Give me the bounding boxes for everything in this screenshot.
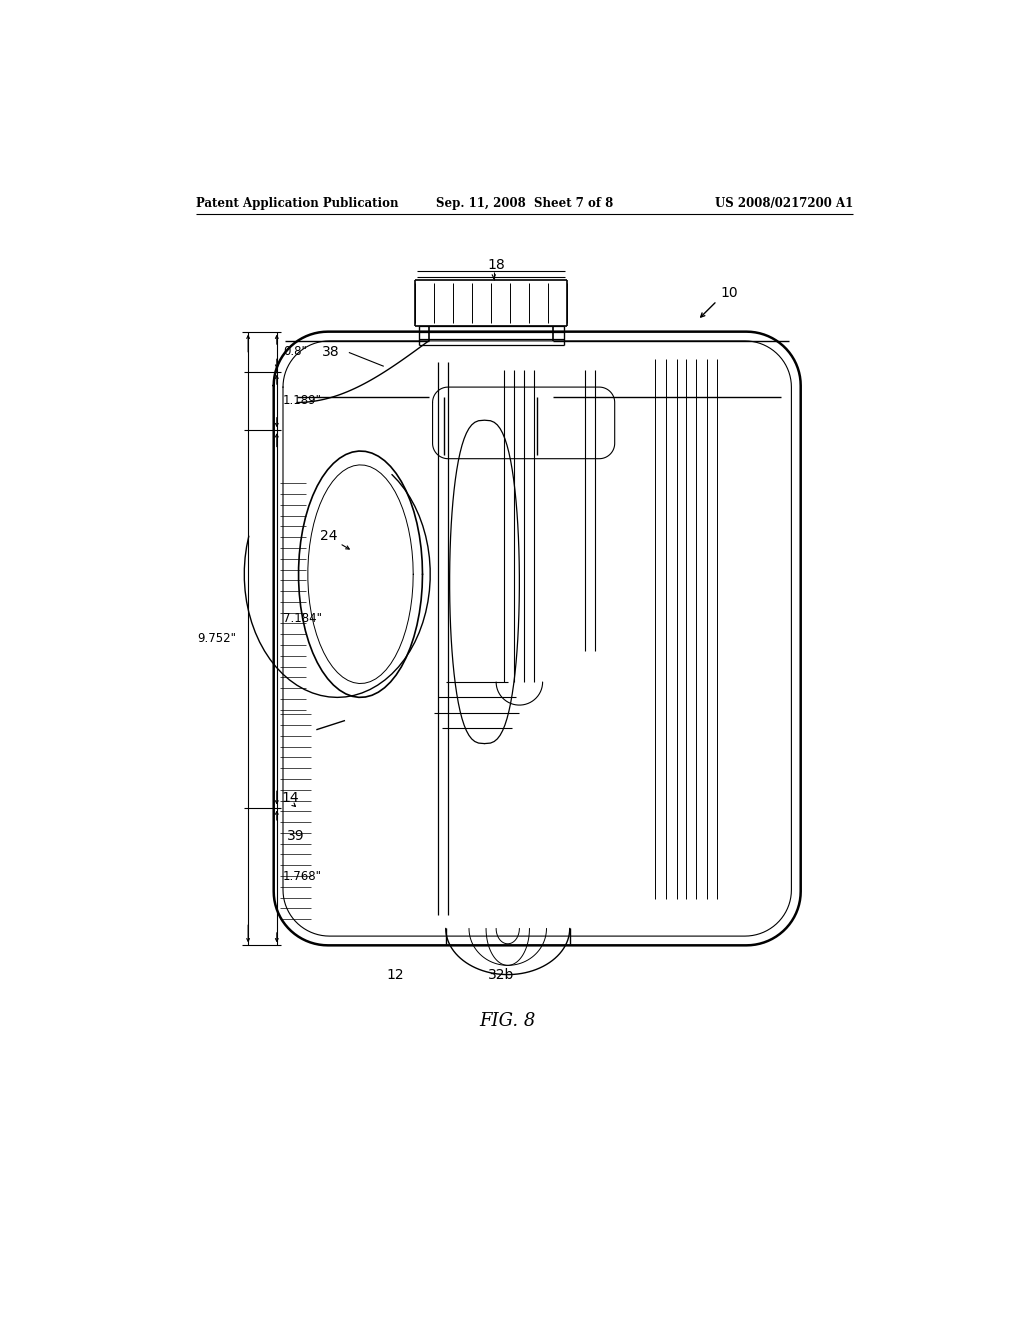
Text: 0.8": 0.8" bbox=[283, 345, 307, 358]
Text: 18: 18 bbox=[487, 259, 505, 272]
Text: 24: 24 bbox=[321, 529, 338, 543]
Text: 9.752": 9.752" bbox=[198, 631, 237, 644]
Text: 12: 12 bbox=[387, 968, 404, 982]
Text: US 2008/0217200 A1: US 2008/0217200 A1 bbox=[715, 197, 853, 210]
Text: 1.189": 1.189" bbox=[283, 395, 322, 408]
Text: 1.768": 1.768" bbox=[283, 870, 322, 883]
Text: Sep. 11, 2008  Sheet 7 of 8: Sep. 11, 2008 Sheet 7 of 8 bbox=[436, 197, 613, 210]
Text: 38: 38 bbox=[322, 346, 339, 359]
Text: 14: 14 bbox=[282, 791, 299, 804]
Text: FIG. 8: FIG. 8 bbox=[479, 1012, 536, 1030]
Text: 10: 10 bbox=[720, 286, 737, 300]
Text: Patent Application Publication: Patent Application Publication bbox=[197, 197, 398, 210]
Text: 7.184": 7.184" bbox=[283, 612, 322, 626]
Text: 32b: 32b bbox=[488, 968, 515, 982]
Text: 39: 39 bbox=[287, 829, 304, 843]
